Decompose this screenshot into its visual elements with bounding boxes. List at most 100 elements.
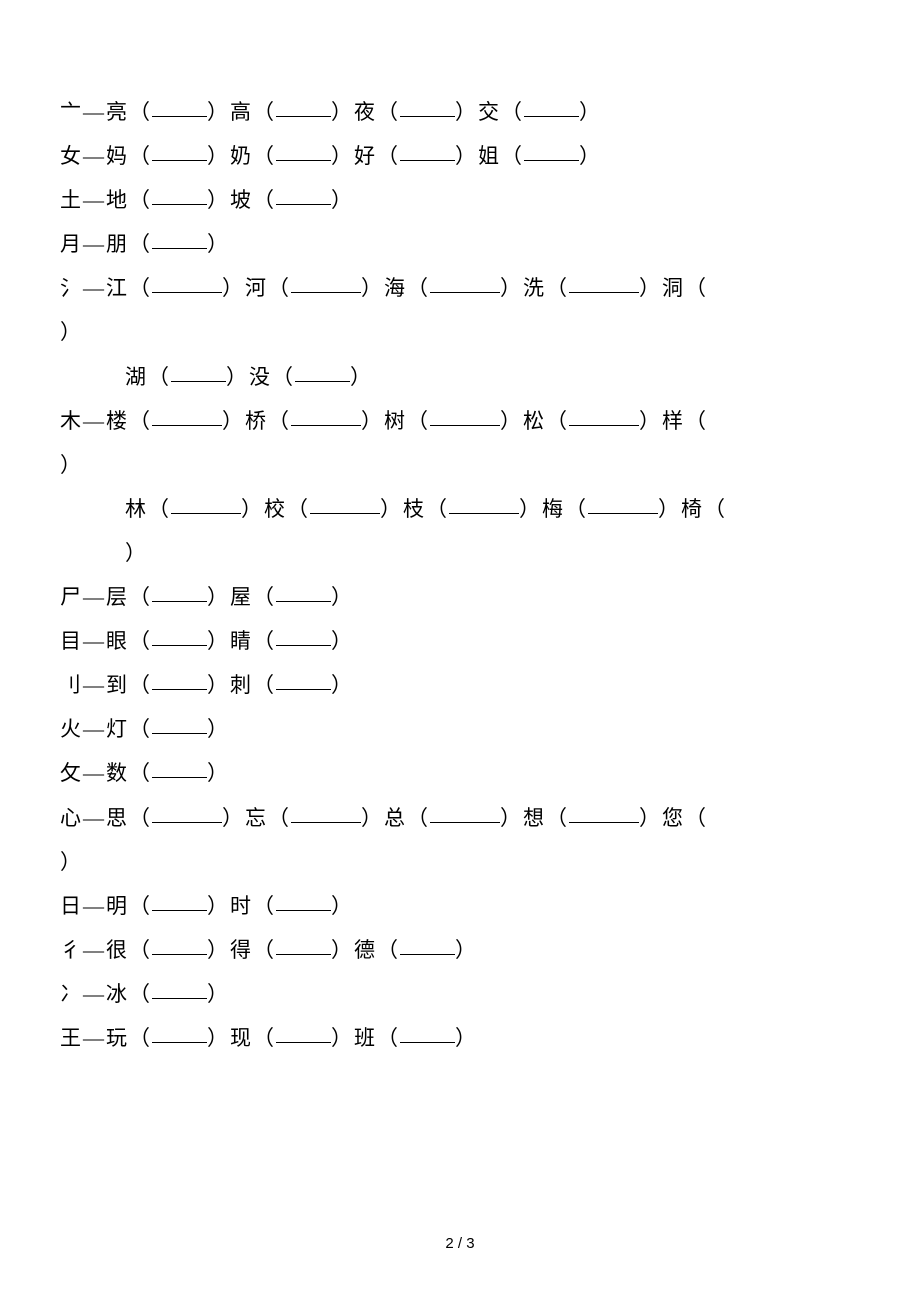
fill-blank[interactable] [152, 625, 207, 646]
radical-char: 火 [60, 717, 83, 741]
character: 得 [230, 938, 253, 962]
fill-blank[interactable] [430, 802, 500, 823]
radical-char: 目 [60, 629, 83, 653]
radical-char: 攵 [60, 761, 83, 785]
character: 梅 [542, 497, 565, 521]
fill-blank[interactable] [276, 625, 331, 646]
character: 椅 [681, 497, 704, 521]
worksheet-line: 尸—层（）屋（） [60, 575, 860, 619]
character: 海 [384, 276, 407, 300]
fill-blank[interactable] [430, 405, 500, 426]
fill-blank[interactable] [430, 272, 500, 293]
worksheet-line: 湖（）没（） [60, 355, 860, 399]
character: 奶 [230, 144, 253, 168]
worksheet-line: 月—朋（） [60, 222, 860, 266]
fill-blank[interactable] [276, 184, 331, 205]
radical-char: 氵 [60, 276, 83, 300]
worksheet-line: 目—眼（）睛（） [60, 619, 860, 663]
fill-blank[interactable] [171, 493, 241, 514]
radical-char: 尸 [60, 585, 83, 609]
fill-blank[interactable] [152, 669, 207, 690]
character: 坡 [230, 188, 253, 212]
fill-blank[interactable] [276, 669, 331, 690]
character: 河 [245, 276, 268, 300]
fill-blank[interactable] [152, 96, 207, 117]
fill-blank[interactable] [295, 361, 350, 382]
radical-char: 刂 [60, 673, 83, 697]
radical-char: 土 [60, 188, 83, 212]
character: 德 [354, 938, 377, 962]
fill-blank[interactable] [276, 934, 331, 955]
character: 亮 [106, 100, 129, 124]
fill-blank[interactable] [569, 405, 639, 426]
fill-blank[interactable] [276, 140, 331, 161]
fill-blank[interactable] [400, 1022, 455, 1043]
character: 冰 [106, 982, 129, 1006]
fill-blank[interactable] [152, 184, 207, 205]
worksheet-line: 攵—数（） [60, 751, 860, 795]
fill-blank[interactable] [152, 405, 222, 426]
fill-blank[interactable] [310, 493, 380, 514]
character: 枝 [403, 497, 426, 521]
character: 明 [106, 894, 129, 918]
character: 到 [106, 673, 129, 697]
fill-blank[interactable] [152, 272, 222, 293]
character: 校 [264, 497, 287, 521]
fill-blank[interactable] [152, 581, 207, 602]
fill-blank[interactable] [291, 272, 361, 293]
fill-blank[interactable] [276, 1022, 331, 1043]
fill-blank[interactable] [152, 802, 222, 823]
character: 交 [478, 100, 501, 124]
character: 夜 [354, 100, 377, 124]
character: 总 [384, 806, 407, 830]
character: 地 [106, 188, 129, 212]
worksheet-line: 亠—亮（）高（）夜（）交（） [60, 90, 860, 134]
fill-blank[interactable] [400, 934, 455, 955]
character: 好 [354, 144, 377, 168]
fill-blank[interactable] [152, 934, 207, 955]
fill-blank[interactable] [171, 361, 226, 382]
close-paren: ） [60, 850, 83, 874]
character: 灯 [106, 717, 129, 741]
character: 样 [662, 409, 685, 433]
worksheet-line: 土—地（）坡（） [60, 178, 860, 222]
fill-blank[interactable] [152, 1022, 207, 1043]
radical-char: 月 [60, 232, 83, 256]
character: 姐 [478, 144, 501, 168]
close-paren: ） [60, 453, 83, 477]
character: 玩 [106, 1026, 129, 1050]
document-body: 亠—亮（）高（）夜（）交（）女—妈（）奶（）好（）姐（）土—地（）坡（）月—朋（… [60, 90, 860, 1060]
radical-char: 亠 [60, 100, 83, 124]
worksheet-line: 火—灯（） [60, 707, 860, 751]
fill-blank[interactable] [524, 140, 579, 161]
character: 思 [106, 806, 129, 830]
character: 妈 [106, 144, 129, 168]
character: 树 [384, 409, 407, 433]
fill-blank[interactable] [569, 802, 639, 823]
fill-blank[interactable] [152, 140, 207, 161]
fill-blank[interactable] [400, 96, 455, 117]
fill-blank[interactable] [152, 228, 207, 249]
fill-blank[interactable] [152, 978, 207, 999]
fill-blank[interactable] [276, 581, 331, 602]
character: 江 [106, 276, 129, 300]
character: 朋 [106, 232, 129, 256]
fill-blank[interactable] [276, 890, 331, 911]
fill-blank[interactable] [152, 713, 207, 734]
page-footer: 2 / 3 [0, 1235, 920, 1252]
fill-blank[interactable] [152, 890, 207, 911]
radical-char: 日 [60, 894, 83, 918]
character: 洞 [662, 276, 685, 300]
fill-blank[interactable] [291, 405, 361, 426]
fill-blank[interactable] [524, 96, 579, 117]
fill-blank[interactable] [291, 802, 361, 823]
fill-blank[interactable] [569, 272, 639, 293]
fill-blank[interactable] [588, 493, 658, 514]
radical-char: 女 [60, 144, 83, 168]
fill-blank[interactable] [276, 96, 331, 117]
character: 屋 [230, 585, 253, 609]
fill-blank[interactable] [400, 140, 455, 161]
fill-blank[interactable] [449, 493, 519, 514]
character: 林 [125, 497, 148, 521]
fill-blank[interactable] [152, 757, 207, 778]
